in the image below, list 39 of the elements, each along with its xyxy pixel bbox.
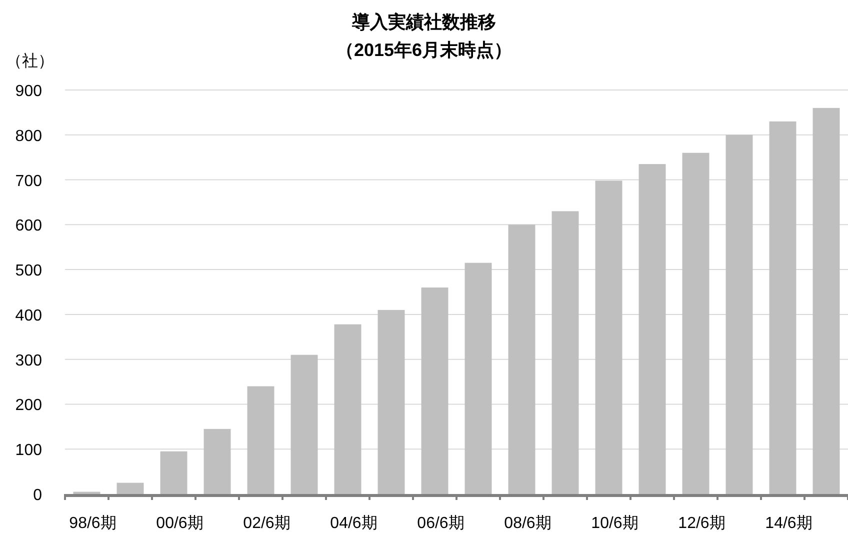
bar (378, 310, 405, 494)
bar (421, 288, 448, 494)
bar (290, 354, 318, 494)
bar (812, 108, 840, 494)
bar (769, 121, 796, 494)
x-tick-label: 00/6期 (156, 514, 204, 532)
y-tick-label: 400 (15, 307, 42, 324)
x-tick-label: 06/6期 (417, 514, 464, 532)
bar (247, 386, 274, 494)
bar (160, 451, 188, 494)
y-tick-label: 900 (15, 83, 42, 100)
y-tick-label: 700 (15, 172, 42, 190)
bar (464, 262, 492, 494)
y-tick-label: 500 (15, 262, 42, 280)
y-tick-label: 200 (15, 397, 42, 414)
x-tick-label: 14/6期 (765, 514, 812, 532)
bar (508, 224, 536, 494)
x-tick-label: 10/6期 (591, 514, 638, 532)
y-tick-label: 300 (15, 352, 42, 370)
y-axis-title: （社） (6, 52, 54, 70)
bar (334, 324, 362, 494)
x-tick-label: 98/6期 (69, 514, 116, 532)
bar (552, 211, 579, 494)
x-tick-label: 04/6期 (330, 514, 378, 532)
y-tick-label: 600 (15, 218, 42, 235)
chart-subtitle: （2015年6月末時点） (336, 40, 512, 60)
y-tick-label: 0 (33, 487, 42, 504)
x-tick-label: 02/6期 (243, 514, 290, 532)
bar (638, 164, 666, 494)
y-tick-label: 100 (15, 442, 42, 460)
chart-title: 導入実績社数推移 (351, 12, 496, 32)
bar (204, 428, 231, 494)
x-tick-label: 08/6期 (504, 514, 552, 532)
bar (682, 152, 710, 494)
y-tick-label: 800 (15, 128, 42, 145)
bar (595, 180, 622, 494)
bar (116, 482, 144, 494)
x-tick-label: 12/6期 (678, 514, 726, 532)
bar (726, 134, 753, 494)
